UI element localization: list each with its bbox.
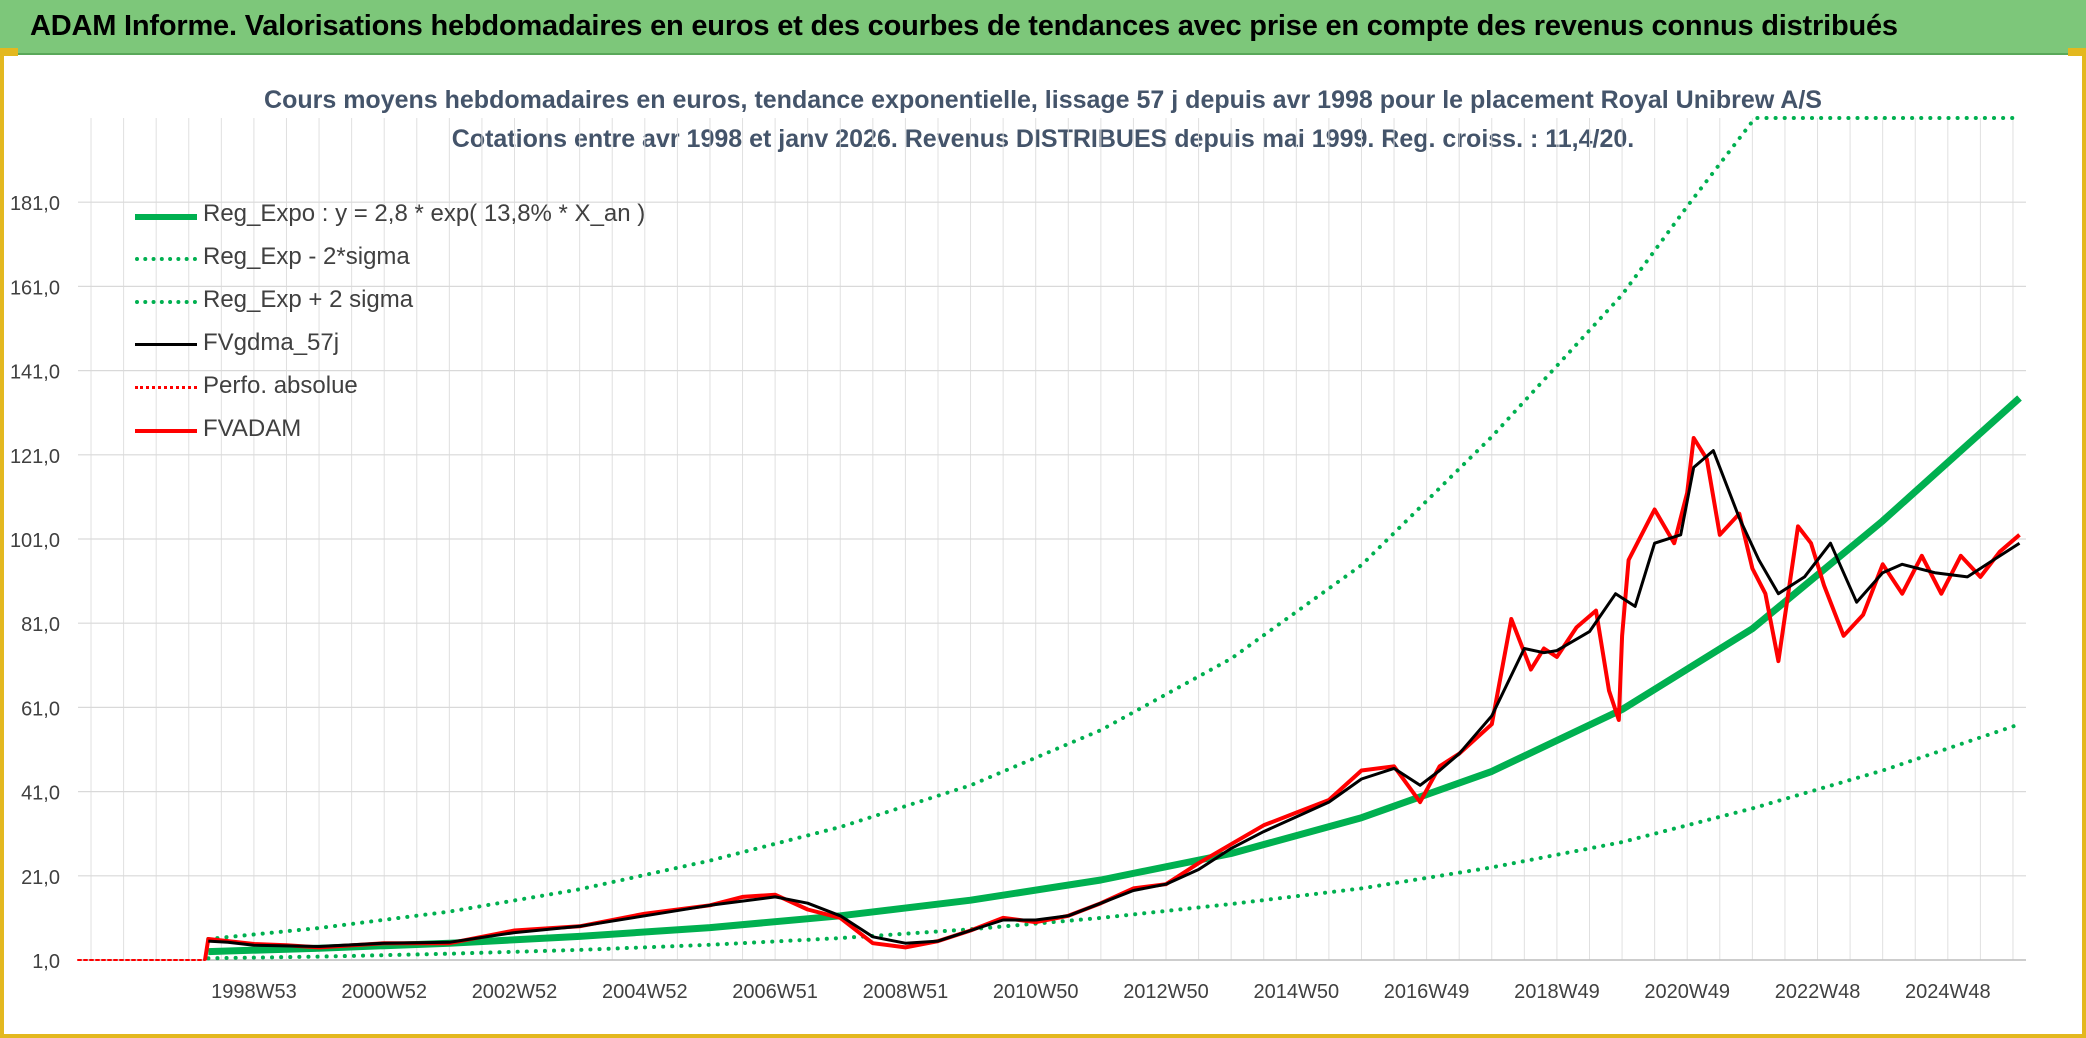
legend-swatch <box>135 343 197 346</box>
y-tick-label: 181,0 <box>10 193 60 215</box>
legend-item: FVADAM <box>135 415 735 445</box>
legend-label: FVgdma_57j <box>203 329 340 356</box>
x-tick-label: 2018W49 <box>1514 981 1600 1003</box>
series-line-1 <box>206 722 2022 961</box>
legend-item: Perfo. absolue <box>135 372 735 402</box>
x-tick-label: 2002W52 <box>472 981 558 1003</box>
legend-item: Reg_Exp - 2*sigma <box>135 243 735 273</box>
legend-item: Reg_Exp + 2 sigma <box>135 286 735 316</box>
x-tick-label: 2008W51 <box>863 981 949 1003</box>
x-tick-label: 2016W49 <box>1384 981 1470 1003</box>
banner-corner-left <box>0 48 18 56</box>
series-line-3 <box>208 449 2021 948</box>
series-line-0 <box>208 395 2022 956</box>
x-tick-label: 2022W48 <box>1775 981 1861 1003</box>
legend-label: FVADAM <box>203 415 302 442</box>
report-banner: ADAM Informe. Valorisations hebdomadaire… <box>0 0 2086 55</box>
y-tick-label: 81,0 <box>21 614 60 636</box>
legend-label: Perfo. absolue <box>203 372 358 399</box>
legend-swatch <box>135 257 197 261</box>
legend-item: Reg_Expo : y = 2,8 * exp( 13,8% * X_an ) <box>135 200 735 230</box>
x-tick-label: 2012W50 <box>1123 981 1209 1003</box>
x-tick-label: 2020W49 <box>1644 981 1730 1003</box>
y-tick-label: 121,0 <box>10 446 60 468</box>
x-tick-label: 2024W48 <box>1905 981 1991 1003</box>
banner-corner-right <box>2068 48 2086 56</box>
y-tick-label: 161,0 <box>10 277 60 299</box>
series-line-5 <box>203 436 2021 961</box>
legend-swatch <box>135 429 197 433</box>
x-tick-label: 2014W50 <box>1254 981 1340 1003</box>
x-tick-label: 1998W53 <box>211 981 297 1003</box>
legend-swatch <box>135 214 197 220</box>
legend-swatch <box>135 300 197 304</box>
y-tick-label: 61,0 <box>21 698 60 720</box>
legend-item: FVgdma_57j <box>135 329 735 359</box>
x-tick-label: 2010W50 <box>993 981 1079 1003</box>
report-title: ADAM Informe. Valorisations hebdomadaire… <box>30 10 1898 42</box>
y-tick-label: 1,0 <box>32 951 60 973</box>
series-line-2 <box>206 116 2022 941</box>
legend-swatch <box>135 386 197 389</box>
y-tick-label: 41,0 <box>21 783 60 805</box>
x-tick-label: 2006W51 <box>732 981 818 1003</box>
y-tick-label: 21,0 <box>21 867 60 889</box>
x-tick-label: 2000W52 <box>341 981 427 1003</box>
legend-label: Reg_Expo : y = 2,8 * exp( 13,8% * X_an ) <box>203 200 646 227</box>
y-tick-label: 141,0 <box>10 362 60 384</box>
legend-label: Reg_Exp + 2 sigma <box>203 286 414 313</box>
chart-subtitle: Cotations entre avr 1998 et janv 2026. R… <box>451 125 1635 153</box>
x-tick-label: 2004W52 <box>602 981 688 1003</box>
chart-title: Cours moyens hebdomadaires en euros, ten… <box>264 86 1822 114</box>
y-tick-label: 101,0 <box>10 530 60 552</box>
legend-label: Reg_Exp - 2*sigma <box>203 243 410 270</box>
